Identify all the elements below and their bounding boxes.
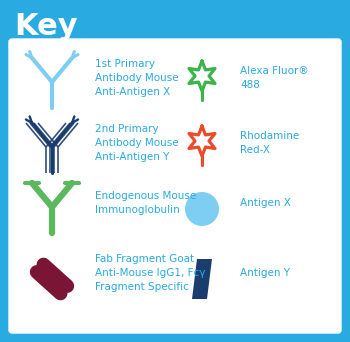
Circle shape — [185, 192, 219, 226]
Text: 1st Primary
Antibody Mouse
Anti-Antigen X: 1st Primary Antibody Mouse Anti-Antigen … — [95, 60, 178, 96]
FancyBboxPatch shape — [9, 39, 341, 333]
Text: Rhodamine
Red-X: Rhodamine Red-X — [240, 131, 299, 155]
Text: Endogenous Mouse
Immunoglobulin: Endogenous Mouse Immunoglobulin — [95, 191, 196, 215]
Text: Antigen Y: Antigen Y — [240, 268, 290, 278]
Text: Fab Fragment Goat
Anti-Mouse IgG1, Fcγ
Fragment Specific: Fab Fragment Goat Anti-Mouse IgG1, Fcγ F… — [95, 254, 205, 292]
Text: Key: Key — [14, 12, 78, 41]
Text: Alexa Fluor®
488: Alexa Fluor® 488 — [240, 66, 309, 90]
Polygon shape — [192, 259, 212, 299]
Text: 2nd Primary
Antibody Mouse
Anti-Antigen Y: 2nd Primary Antibody Mouse Anti-Antigen … — [95, 124, 178, 162]
Text: Antigen X: Antigen X — [240, 198, 291, 208]
